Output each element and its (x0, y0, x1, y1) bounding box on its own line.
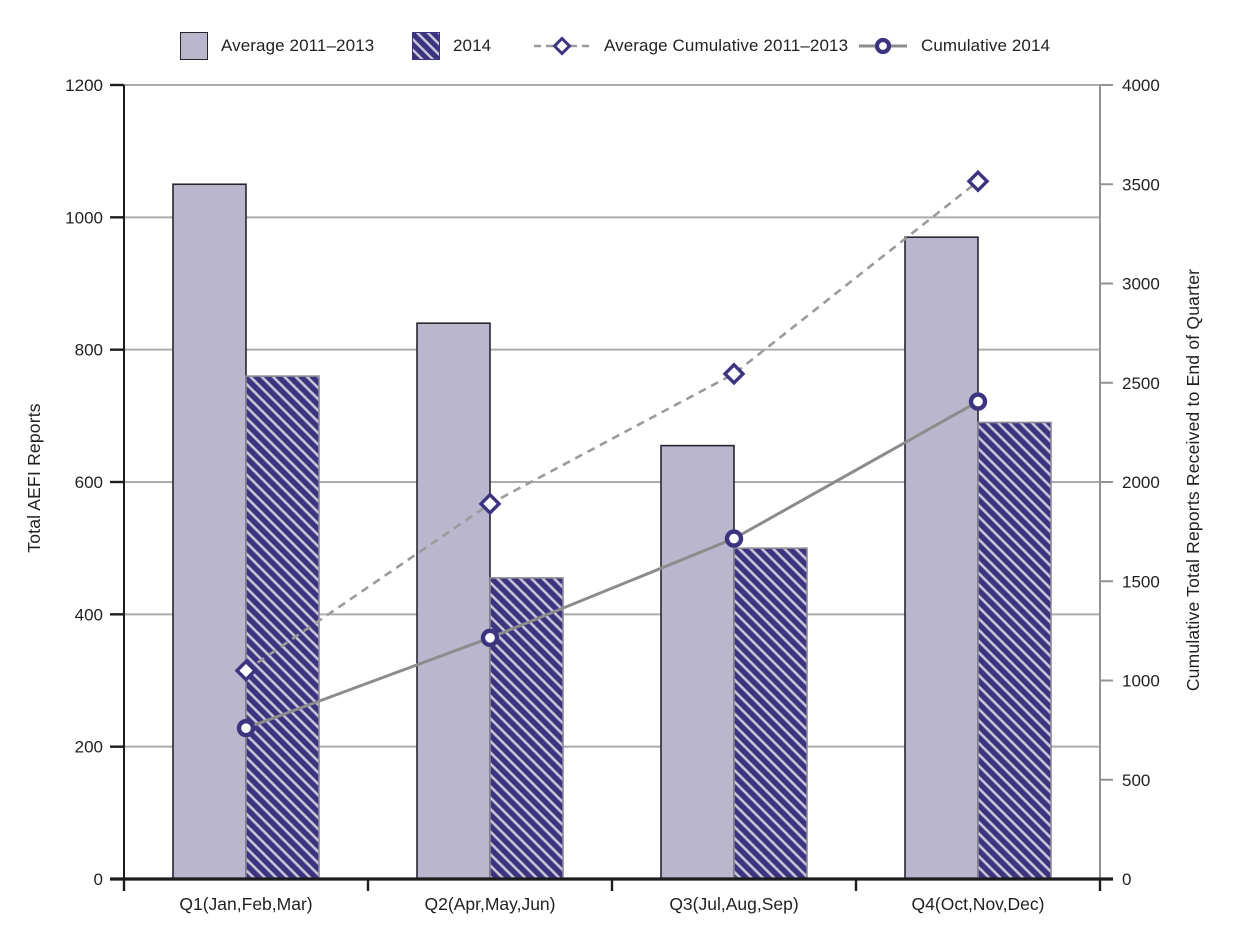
bar-average-q1 (172, 183, 247, 880)
right-tick-label-1500: 1500 (1122, 572, 1160, 591)
right-tick-label-3500: 3500 (1122, 175, 1160, 194)
bar-2014-q2 (489, 577, 564, 880)
right-tick-label-2000: 2000 (1122, 473, 1160, 492)
category-label-q3: Q3(Jul,Aug,Sep) (669, 894, 798, 914)
axis-text: 0 200 400 600 800 1000 1200 0 500 1000 1500 2000 250… (24, 76, 1203, 914)
diamond-marker-q3 (722, 362, 746, 386)
left-tick-label-0: 0 (94, 870, 103, 889)
left-tick-label-1000: 1000 (65, 208, 103, 227)
legend-label-cumulative-2014: Cumulative 2014 (921, 36, 1051, 55)
left-tick-label-1200: 1200 (65, 76, 103, 95)
bar-average-q4 (904, 236, 979, 880)
legend-swatch-average-bar (180, 32, 208, 60)
legend-circle-marker (874, 37, 892, 55)
category-label-q1: Q1(Jan,Feb,Mar) (179, 894, 312, 914)
legend-swatch-2014-bar (412, 32, 440, 60)
legend-item-average-cumulative: Average Cumulative 2011–2013 (533, 31, 848, 61)
circle-marker-q4 (968, 392, 988, 411)
cumulative-lines (245, 180, 979, 730)
bar-average-q3 (660, 444, 735, 880)
legend-diamond-marker (552, 36, 572, 56)
left-axis-title: Total AEFI Reports (24, 403, 44, 553)
left-tick-label-400: 400 (75, 605, 103, 624)
bar-average-q2 (416, 322, 491, 880)
legend-label-average-cumulative: Average Cumulative 2011–2013 (604, 36, 849, 55)
right-tick-label-3000: 3000 (1122, 275, 1160, 294)
right-tick-label-0: 0 (1122, 870, 1131, 889)
legend-label-2014-bar: 2014 (453, 36, 492, 55)
right-tick-label-4000: 4000 (1122, 76, 1160, 95)
bars (172, 183, 1052, 880)
legend-item-2014-bar: 2014 (412, 31, 491, 61)
right-tick-label-2500: 2500 (1122, 374, 1160, 393)
bar-2014-q3 (733, 547, 808, 880)
left-tick-label-600: 600 (75, 473, 103, 492)
left-axis (110, 83, 125, 881)
left-tick-label-800: 800 (75, 341, 103, 360)
left-tick-label-200: 200 (75, 738, 103, 757)
diamond-marker-q1 (234, 659, 258, 682)
legend-item-cumulative-2014: Cumulative 2014 (858, 31, 1050, 61)
legend-item-average-bar: Average 2011–2013 (180, 31, 374, 61)
bar-2014-q4 (977, 421, 1052, 880)
category-label-q2: Q2(Apr,May,Jun) (425, 894, 556, 914)
line-average-cumulative (245, 180, 979, 672)
right-axis (1099, 84, 1113, 880)
solid-line-circle-icon (859, 37, 907, 55)
markers (234, 169, 990, 738)
line-cumulative-2014 (245, 400, 979, 730)
category-label-q4: Q4(Oct,Nov,Dec) (912, 894, 1045, 914)
diamond-marker-q2 (478, 492, 502, 516)
right-tick-label-500: 500 (1122, 771, 1150, 790)
circle-marker-q2 (480, 628, 500, 648)
legend-label-average-bar: Average 2011–2013 (221, 36, 375, 55)
right-axis-title: Cumulative Total Reports Received to End… (1183, 269, 1203, 691)
bottom-axis (110, 877, 1113, 891)
chart-legend: Average 2011–2013 2014 Average Cumulativ… (0, 0, 1240, 70)
dashed-line-diamond-icon (534, 36, 590, 56)
right-tick-label-1000: 1000 (1122, 672, 1160, 691)
circle-marker-q3 (724, 529, 744, 548)
diamond-marker-q4 (966, 169, 990, 193)
circle-marker-q1 (236, 718, 256, 738)
